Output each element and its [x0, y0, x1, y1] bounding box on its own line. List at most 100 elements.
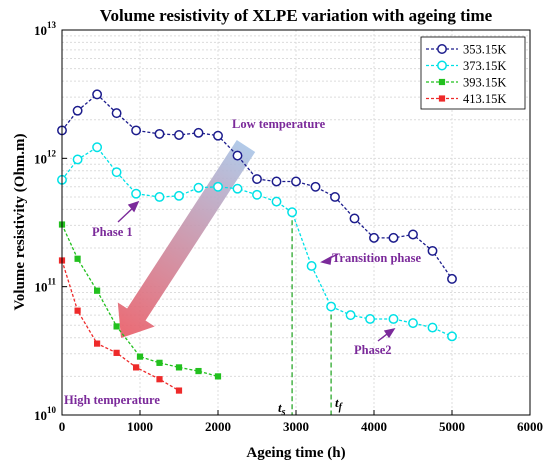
series-1-point-1 [72, 154, 83, 165]
series-0-point-11 [271, 176, 282, 187]
series-2-point-5 [156, 359, 163, 366]
ts-sub: s [281, 407, 286, 418]
series-0-point-4 [131, 125, 142, 136]
series-0-point-14 [330, 192, 340, 202]
y-tick-exponent-1: 11 [47, 277, 56, 287]
series-1-point-7 [193, 182, 204, 193]
series-3-point-1 [74, 307, 81, 314]
y-tick-base-0: 10 [34, 408, 47, 423]
phase1-arrowhead [127, 200, 140, 213]
series-0-point-7 [193, 127, 204, 138]
series-2-point-6 [175, 364, 183, 371]
legend-label-2: 393.15K [463, 76, 506, 90]
series-1-point-6 [174, 190, 184, 201]
x-tick-label-0: 0 [59, 419, 66, 434]
series-line-2 [61, 224, 219, 378]
series-2-point-8 [214, 373, 222, 380]
series-1-point-8 [213, 181, 223, 192]
x-tick-label-4: 4000 [361, 419, 387, 434]
annotation-phase2: Phase2 [354, 343, 392, 357]
series-0-point-13 [310, 181, 321, 192]
series-1-point-3 [111, 167, 122, 178]
series-1-point-15 [345, 310, 356, 321]
x-tick-label-6: 6000 [517, 419, 543, 434]
annotations: Low temperature High temperature Phase 1… [64, 117, 421, 418]
y-tick-exponent-0: 10 [47, 405, 57, 415]
y-tick-label-2: 1012 [34, 148, 57, 166]
series-0-point-8 [213, 130, 223, 141]
tf-label: tf [335, 395, 344, 413]
legend-label-0: 353.15K [463, 43, 506, 57]
series-line-0 [61, 93, 453, 280]
tf-main: t [335, 395, 339, 410]
series-0-point-2 [92, 89, 103, 100]
phase-boundary-lines [291, 212, 332, 415]
series-0-point-5 [154, 128, 165, 139]
annotation-low-temperature: Low temperature [232, 117, 326, 131]
series-0 [57, 89, 457, 284]
series-0-point-18 [408, 229, 418, 240]
series-1-point-4 [131, 188, 142, 199]
phase2-arrowhead [383, 327, 396, 339]
annotation-high-temperature: High temperature [64, 393, 160, 407]
series-1-point-20 [447, 331, 457, 342]
legend-marker-1 [437, 60, 447, 71]
series-3-point-2 [94, 340, 101, 347]
chart-title: Volume resistivity of XLPE variation wit… [100, 6, 493, 25]
series-1-point-19 [427, 322, 438, 333]
x-tick-label-2: 2000 [205, 419, 231, 434]
legend-label-3: 413.15K [463, 92, 506, 106]
legend-marker-0 [437, 44, 447, 54]
series-0-point-10 [252, 174, 262, 184]
series-0-point-17 [388, 232, 399, 243]
series-0-point-9 [232, 150, 243, 161]
series-2-point-7 [195, 367, 202, 375]
series-0-point-15 [349, 213, 360, 224]
series-3-point-5 [156, 376, 163, 383]
annotation-transition-phase: Transition phase [332, 251, 421, 265]
y-tick-base-3: 10 [34, 23, 47, 38]
y-tick-exponent-2: 12 [47, 148, 57, 158]
phase-arrows [117, 200, 396, 342]
series-0-point-16 [369, 232, 379, 243]
legend-marker-3 [438, 95, 446, 102]
tf-sub: f [339, 402, 344, 413]
legend-marker-2 [438, 78, 446, 86]
series-1-point-11 [271, 196, 282, 207]
x-axis-label: Ageing time (h) [246, 445, 345, 461]
y-tick-base-1: 10 [34, 280, 47, 295]
ts-main: t [278, 400, 282, 415]
series-1 [57, 142, 457, 342]
series-2-point-1 [74, 255, 81, 262]
series-1-point-13 [306, 261, 317, 271]
series-layer [57, 89, 457, 394]
y-axis-label: Volume resistivity (Ohm.m) [12, 133, 28, 310]
series-1-point-2 [92, 142, 103, 153]
transition-arrowhead [320, 255, 332, 265]
series-line-1 [61, 146, 453, 337]
series-1-point-16 [365, 314, 376, 324]
series-3-point-4 [133, 364, 140, 371]
series-3-point-3 [113, 349, 120, 356]
series-0-point-1 [72, 105, 83, 116]
x-tick-label-1: 1000 [127, 419, 153, 434]
series-2-point-2 [94, 287, 101, 294]
series-2-point-4 [136, 353, 144, 360]
x-axis-ticks: 0 1000 2000 3000 4000 5000 6000 [59, 410, 543, 434]
y-tick-exponent-3: 13 [47, 20, 57, 30]
series-0-point-6 [174, 130, 184, 140]
legend-label-1: 373.15K [463, 59, 506, 73]
y-tick-base-2: 10 [34, 151, 47, 166]
series-3-point-6 [175, 387, 183, 394]
series-0-point-3 [111, 108, 122, 119]
annotation-phase1: Phase 1 [92, 225, 133, 239]
series-1-point-18 [408, 318, 418, 329]
series-1-point-10 [252, 189, 262, 200]
series-2-point-3 [113, 323, 120, 330]
series-2 [58, 221, 222, 380]
x-tick-label-5: 5000 [439, 419, 465, 434]
series-1-point-5 [154, 192, 165, 202]
legend: 353.15K 373.15K 393.15K 413.15K [420, 36, 526, 110]
y-tick-label-3: 1013 [34, 20, 57, 38]
